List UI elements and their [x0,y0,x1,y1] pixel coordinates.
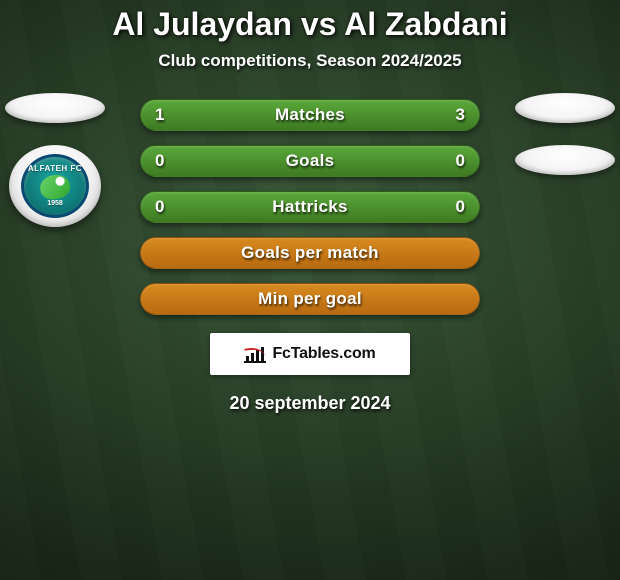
stat-left-value: 0 [155,151,164,171]
stat-rows: 1 Matches 3 0 Goals 0 0 Hattricks 0 Goals per mat… [140,99,480,315]
comparison-card: Al Julaydan vs Al Zabdani Club competiti… [0,0,620,580]
stat-left-value: 0 [155,197,164,217]
page-title: Al Julaydan vs Al Zabdani [112,6,507,43]
stat-right-value: 3 [456,105,465,125]
stat-row-goals: 0 Goals 0 [140,145,480,177]
left-slot-1 [5,93,105,123]
club-badge-left: ALFATEH FC 1958 [7,145,103,227]
stat-label: Goals [286,151,335,171]
stat-label: Hattricks [272,197,347,217]
badge-graphic-icon [38,172,72,201]
stat-right-value: 0 [456,151,465,171]
badge-arc-text: ALFATEH FC [28,164,82,173]
right-slot-1 [515,93,615,123]
stat-label: Matches [275,105,345,125]
stat-label: Min per goal [258,289,362,309]
badge-year: 1958 [47,200,63,207]
left-column: ALFATEH FC 1958 [0,93,110,227]
badge-inner: ALFATEH FC 1958 [21,154,89,218]
brand-text: FcTables.com [272,345,375,363]
stat-label: Goals per match [241,243,379,263]
stat-row-min-per-goal: Min per goal [140,283,480,315]
right-slot-2 [515,145,615,175]
stat-row-goals-per-match: Goals per match [140,237,480,269]
stat-row-matches: 1 Matches 3 [140,99,480,131]
right-column [510,93,620,175]
date-text: 20 september 2024 [229,393,390,414]
stat-left-value: 1 [155,105,164,125]
brand-box[interactable]: FcTables.com [210,333,410,375]
body-area: ALFATEH FC 1958 1 Matches 3 0 Goals 0 0 Hattric… [0,99,620,315]
stat-row-hattricks: 0 Hattricks 0 [140,191,480,223]
stat-right-value: 0 [456,197,465,217]
fctables-logo-icon [244,345,266,363]
subtitle: Club competitions, Season 2024/2025 [158,51,461,71]
